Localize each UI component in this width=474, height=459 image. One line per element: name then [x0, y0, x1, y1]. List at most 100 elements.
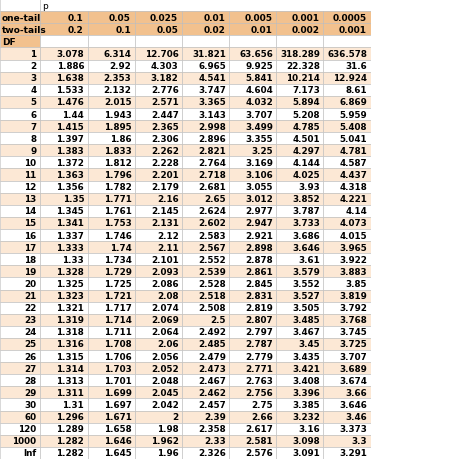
Bar: [182, 386, 229, 398]
Text: 3.467: 3.467: [292, 328, 320, 336]
Bar: [88, 386, 135, 398]
Bar: [276, 36, 323, 48]
Bar: [88, 97, 135, 109]
Text: 3.106: 3.106: [245, 171, 273, 179]
Text: 0.2: 0.2: [68, 26, 84, 35]
Bar: [276, 290, 323, 302]
Bar: [323, 423, 371, 435]
Text: 1.812: 1.812: [104, 158, 131, 168]
Bar: [182, 254, 229, 266]
Text: 1.383: 1.383: [56, 146, 84, 156]
Bar: [0, 290, 40, 302]
Bar: [40, 326, 88, 338]
Text: 1.341: 1.341: [56, 219, 84, 228]
Bar: [135, 375, 182, 386]
Bar: [88, 36, 135, 48]
Bar: [371, 0, 474, 459]
Bar: [0, 241, 40, 254]
Text: 1.316: 1.316: [56, 340, 84, 349]
Text: 3.169: 3.169: [245, 158, 273, 168]
Bar: [229, 362, 276, 375]
Text: 0.1: 0.1: [115, 26, 131, 35]
Bar: [229, 145, 276, 157]
Bar: [276, 411, 323, 423]
Bar: [276, 386, 323, 398]
Text: 3.93: 3.93: [299, 183, 320, 192]
Text: 2.756: 2.756: [245, 388, 273, 397]
Bar: [40, 411, 88, 423]
Text: 3.45: 3.45: [299, 340, 320, 349]
Text: 1.44: 1.44: [63, 110, 84, 119]
Bar: [40, 398, 88, 411]
Text: 4.14: 4.14: [346, 207, 367, 216]
Text: 3.355: 3.355: [246, 134, 273, 143]
Text: 1.671: 1.671: [104, 412, 131, 421]
Bar: [135, 181, 182, 193]
Text: 2.015: 2.015: [104, 98, 131, 107]
Text: 2.306: 2.306: [151, 134, 179, 143]
Bar: [229, 181, 276, 193]
Text: 12.706: 12.706: [145, 50, 179, 59]
Text: 3.143: 3.143: [198, 110, 226, 119]
Bar: [182, 411, 229, 423]
Text: 1.98: 1.98: [157, 424, 179, 433]
Bar: [323, 145, 371, 157]
Bar: [88, 411, 135, 423]
Text: two-tails: two-tails: [2, 26, 47, 35]
Text: 0.005: 0.005: [245, 14, 273, 22]
Text: 2.131: 2.131: [151, 219, 179, 228]
Text: 2.358: 2.358: [198, 424, 226, 433]
Bar: [182, 338, 229, 350]
Text: 1.289: 1.289: [56, 424, 84, 433]
Bar: [276, 375, 323, 386]
Text: 3.707: 3.707: [339, 352, 367, 361]
Text: 3.922: 3.922: [339, 255, 367, 264]
Bar: [40, 84, 88, 97]
Bar: [135, 157, 182, 169]
Bar: [0, 386, 40, 398]
Bar: [135, 362, 182, 375]
Bar: [135, 386, 182, 398]
Bar: [40, 423, 88, 435]
Text: 3.091: 3.091: [292, 448, 320, 458]
Text: 2.39: 2.39: [204, 412, 226, 421]
Bar: [276, 435, 323, 447]
Text: 120: 120: [18, 424, 36, 433]
Bar: [0, 24, 40, 36]
Bar: [0, 398, 40, 411]
Text: 0.002: 0.002: [292, 26, 319, 35]
Text: 2.947: 2.947: [245, 219, 273, 228]
Bar: [40, 362, 88, 375]
Text: 5: 5: [30, 98, 36, 107]
Text: 2.262: 2.262: [151, 146, 179, 156]
Bar: [182, 169, 229, 181]
Text: 2.831: 2.831: [245, 291, 273, 301]
Bar: [276, 181, 323, 193]
Bar: [229, 386, 276, 398]
Text: 1.734: 1.734: [104, 255, 131, 264]
Bar: [229, 97, 276, 109]
Bar: [276, 230, 323, 241]
Bar: [40, 109, 88, 121]
Text: 2.602: 2.602: [198, 219, 226, 228]
Bar: [276, 302, 323, 314]
Bar: [323, 350, 371, 362]
Text: 2.353: 2.353: [104, 74, 131, 83]
Bar: [0, 193, 40, 205]
Bar: [135, 24, 182, 36]
Bar: [323, 61, 371, 73]
Bar: [182, 97, 229, 109]
Bar: [40, 12, 88, 24]
Bar: [182, 362, 229, 375]
Text: 0.01: 0.01: [251, 26, 273, 35]
Bar: [40, 302, 88, 314]
Bar: [229, 375, 276, 386]
Bar: [182, 241, 229, 254]
Bar: [276, 326, 323, 338]
Bar: [88, 254, 135, 266]
Text: 2.179: 2.179: [151, 183, 179, 192]
Bar: [229, 133, 276, 145]
Text: 1.697: 1.697: [104, 400, 131, 409]
Bar: [40, 24, 88, 36]
Text: 2.771: 2.771: [245, 364, 273, 373]
